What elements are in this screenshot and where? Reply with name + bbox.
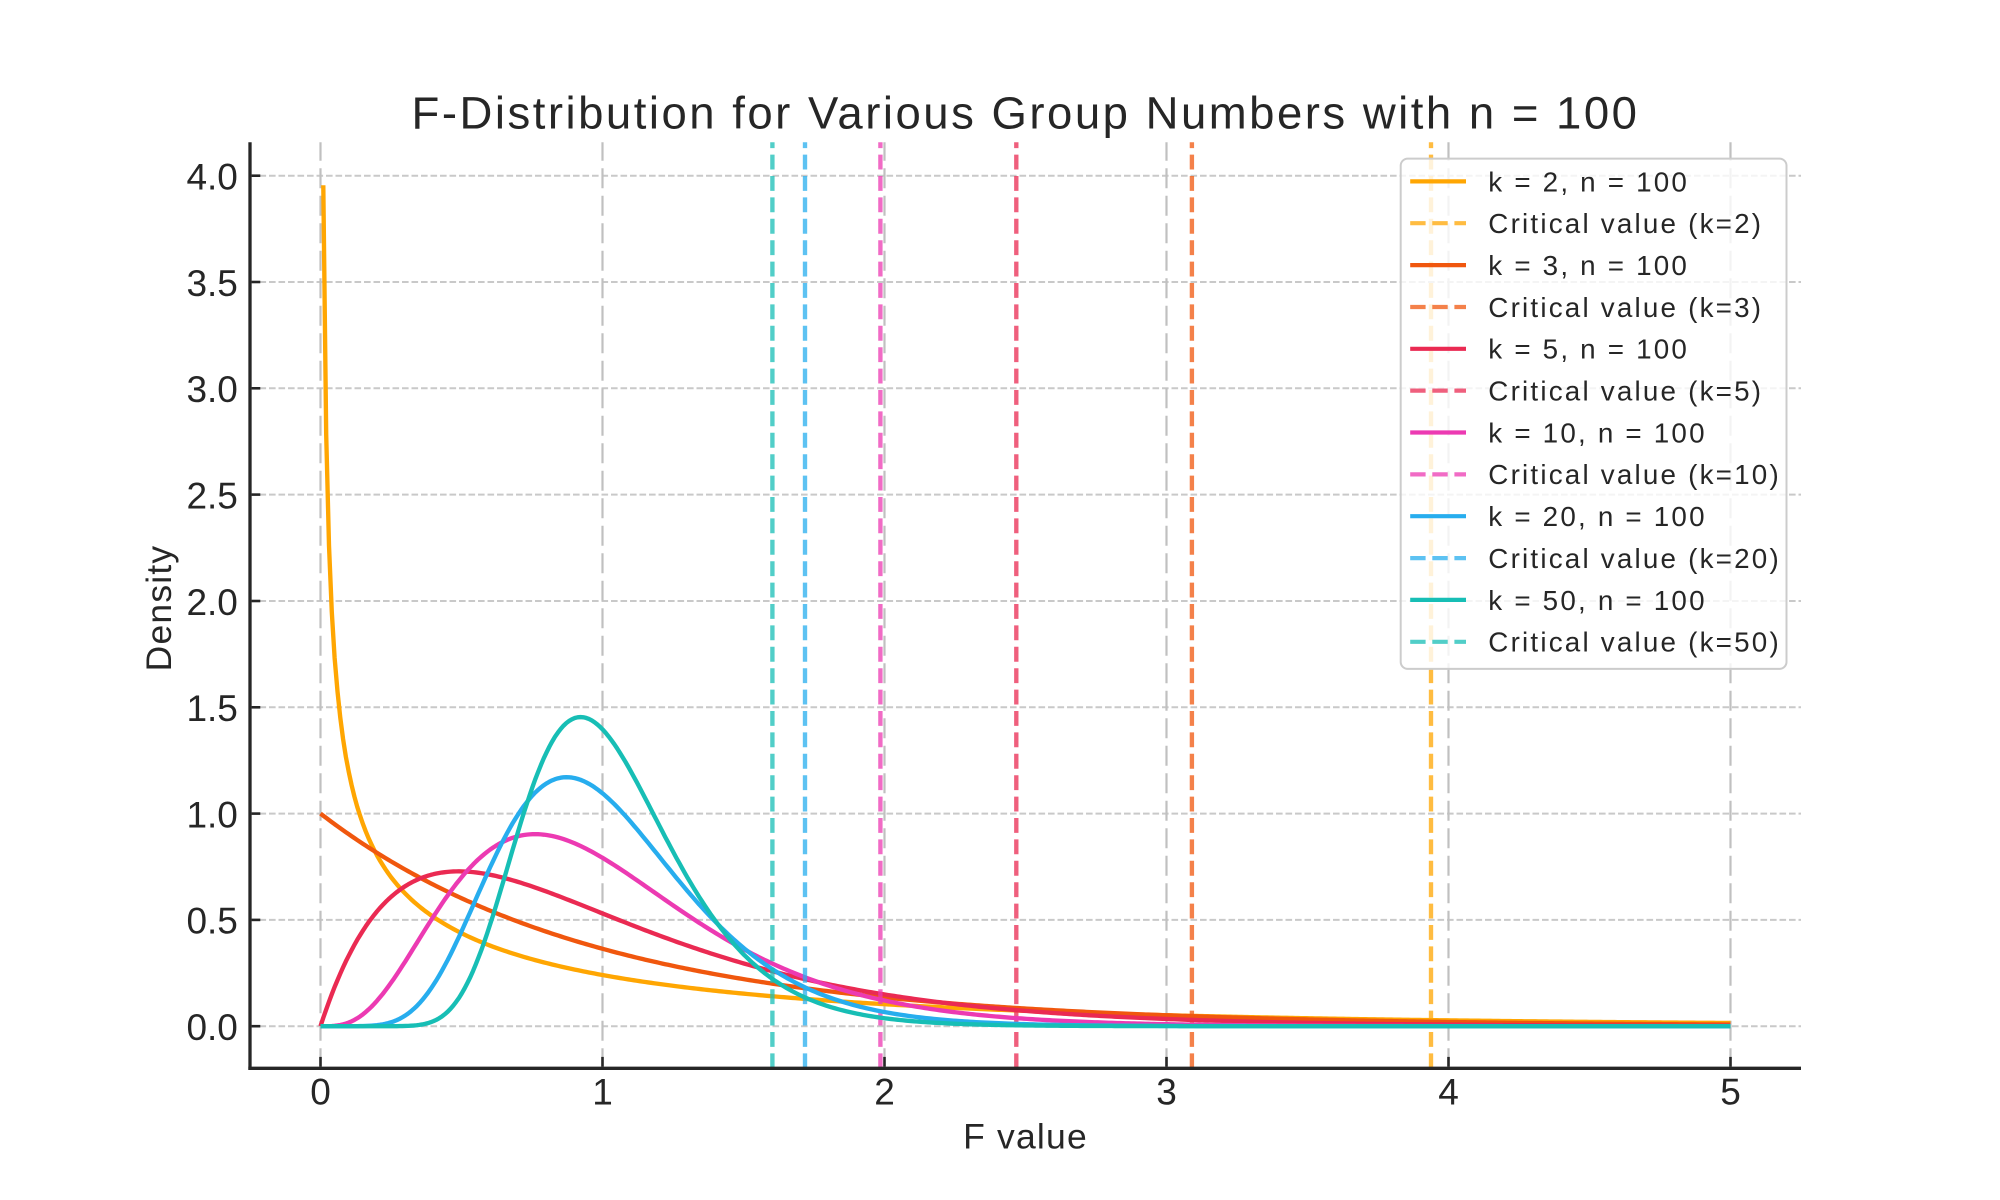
svg-text:k = 10, n = 100: k = 10, n = 100 (1488, 417, 1706, 448)
svg-text:1.5: 1.5 (186, 688, 237, 729)
svg-text:5: 5 (1720, 1071, 1741, 1112)
svg-text:Critical value (k=20): Critical value (k=20) (1488, 543, 1781, 574)
svg-text:k = 50, n = 100: k = 50, n = 100 (1488, 585, 1706, 616)
svg-text:k = 5, n = 100: k = 5, n = 100 (1488, 334, 1689, 365)
svg-text:4: 4 (1438, 1071, 1459, 1112)
svg-text:F value: F value (963, 1116, 1088, 1156)
svg-text:k = 3, n = 100: k = 3, n = 100 (1488, 250, 1689, 281)
svg-text:1: 1 (592, 1071, 613, 1112)
svg-text:0.5: 0.5 (186, 901, 237, 942)
svg-text:Critical value (k=10): Critical value (k=10) (1488, 459, 1781, 490)
svg-text:k = 2, n = 100: k = 2, n = 100 (1488, 166, 1689, 197)
svg-text:3.0: 3.0 (186, 369, 237, 410)
svg-text:Critical value (k=5): Critical value (k=5) (1488, 376, 1763, 407)
svg-text:3: 3 (1156, 1071, 1177, 1112)
svg-text:3.5: 3.5 (186, 263, 237, 304)
svg-text:2.0: 2.0 (186, 582, 237, 623)
svg-text:0.0: 0.0 (186, 1007, 237, 1048)
svg-text:0: 0 (310, 1071, 331, 1112)
svg-text:2: 2 (874, 1071, 895, 1112)
svg-text:1.0: 1.0 (186, 794, 237, 835)
svg-text:4.0: 4.0 (186, 157, 237, 198)
svg-text:Density: Density (139, 545, 179, 672)
svg-text:Critical value (k=3): Critical value (k=3) (1488, 292, 1763, 323)
svg-text:F-Distribution for Various Gro: F-Distribution for Various Group Numbers… (412, 88, 1640, 139)
svg-text:2.5: 2.5 (186, 475, 237, 516)
svg-text:k = 20, n = 100: k = 20, n = 100 (1488, 501, 1706, 532)
svg-text:Critical value (k=2): Critical value (k=2) (1488, 208, 1763, 239)
svg-text:Critical value (k=50): Critical value (k=50) (1488, 627, 1781, 658)
